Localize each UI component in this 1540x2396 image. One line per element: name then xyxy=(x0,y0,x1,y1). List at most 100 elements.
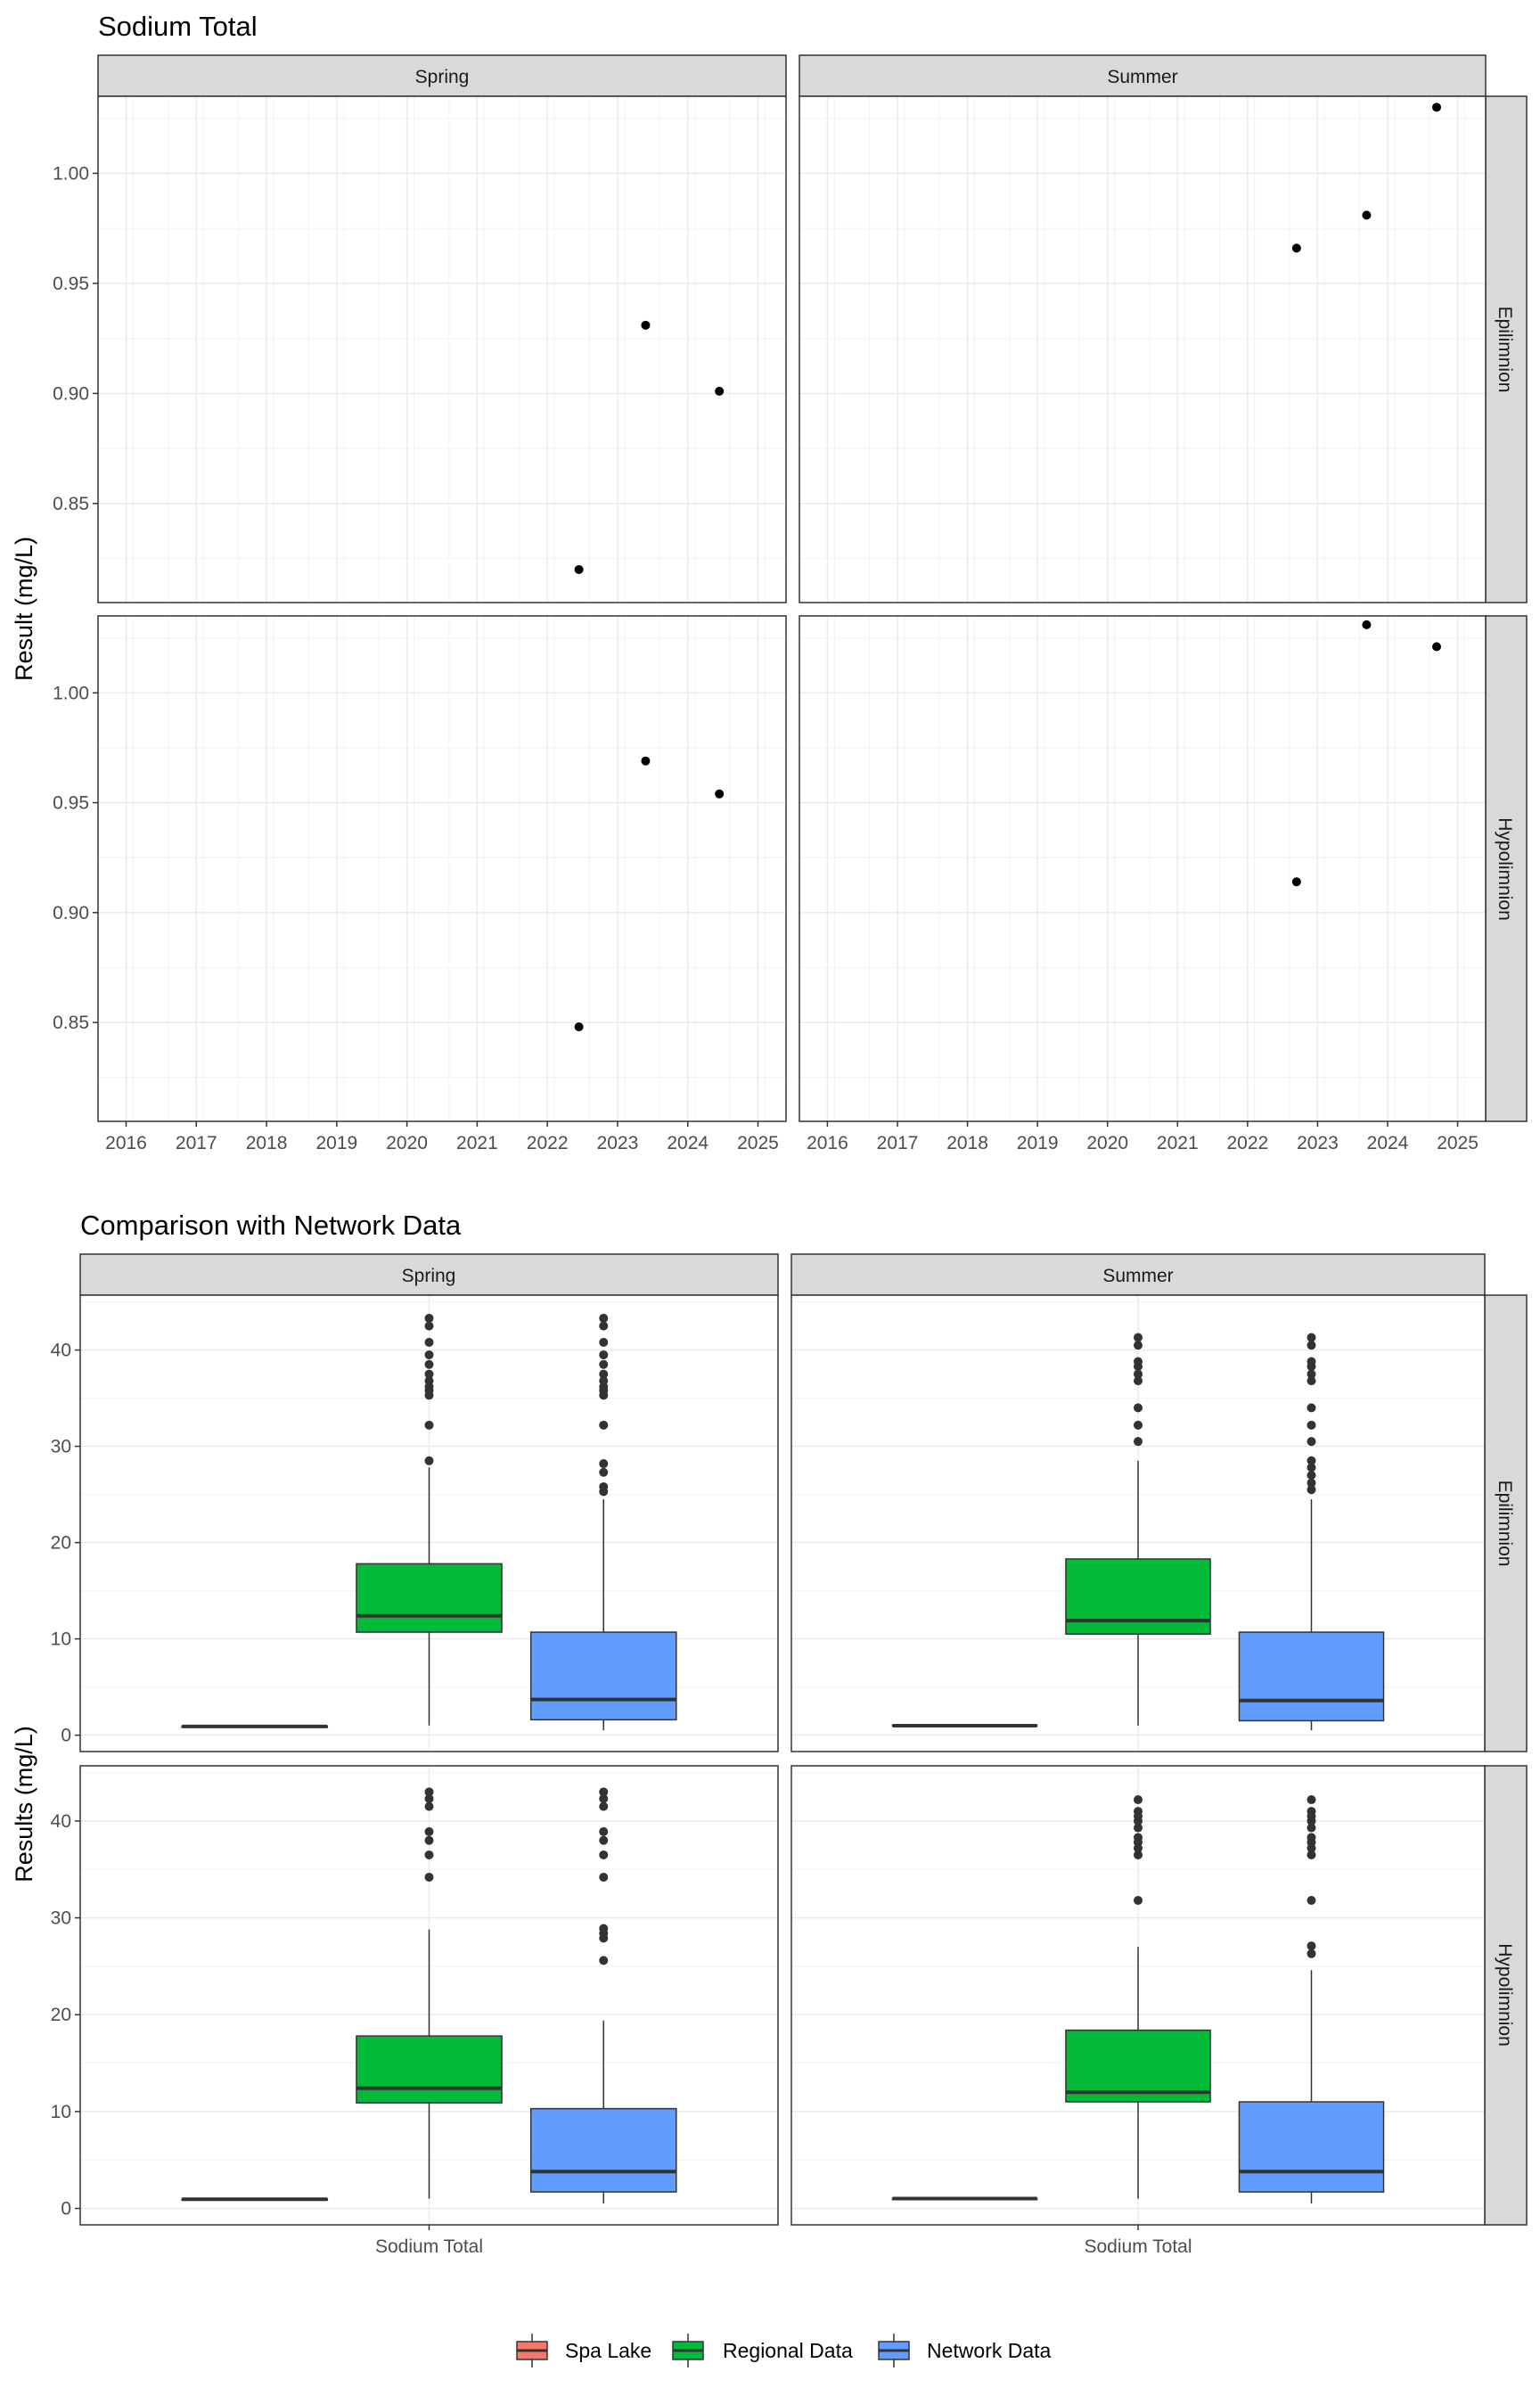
chart2-panel-spring-epilimnion xyxy=(79,1294,779,1752)
box-network-data xyxy=(529,1787,677,2204)
x-tick-label: 2024 xyxy=(1367,1133,1409,1153)
outlier-point xyxy=(424,1850,434,1859)
y-tick-label: 0.85 xyxy=(53,494,89,514)
outlier-point xyxy=(1134,1376,1143,1386)
data-point-summer-epilimnion xyxy=(1291,243,1301,253)
outlier-point xyxy=(599,1420,609,1430)
box-network-data xyxy=(1238,1795,1385,2204)
box-body xyxy=(356,1563,503,1633)
outlier-point xyxy=(599,1321,609,1331)
outlier-point xyxy=(1307,1420,1316,1430)
outlier-point xyxy=(424,1350,434,1359)
outlier-point xyxy=(424,1793,434,1803)
outlier-point xyxy=(599,1313,609,1323)
outlier-point xyxy=(1307,1470,1316,1480)
outlier-point xyxy=(1134,1823,1143,1833)
chart1-panel-spring-epilimnion xyxy=(97,95,787,603)
chart2-strip-epilimnion: Epilimnion xyxy=(1484,1294,1528,1752)
outlier-point xyxy=(424,1337,434,1347)
chart1-strip-spring-label: Spring xyxy=(415,67,470,87)
chart1-strip-summer-label: Summer xyxy=(1107,67,1177,87)
chart1-strip-summer: Summer xyxy=(799,54,1487,97)
chart2-strip-hypolimnion-label: Hypolimnion xyxy=(1495,1943,1515,2047)
x-tick-label: 2025 xyxy=(737,1133,779,1153)
panel-border xyxy=(97,95,787,603)
y-tick-label: 0.95 xyxy=(53,793,89,814)
y-tick-label: 0.95 xyxy=(53,274,89,294)
outlier-point xyxy=(1134,1850,1143,1859)
outlier-point xyxy=(424,1376,434,1386)
outlier-point xyxy=(1307,1833,1316,1842)
y-tick-label: 0 xyxy=(61,2199,71,2220)
data-point-spring-epilimnion xyxy=(641,320,651,330)
outlier-point xyxy=(1307,1463,1316,1473)
panel-background xyxy=(98,96,786,603)
outlier-point xyxy=(424,1835,434,1845)
outlier-point xyxy=(1307,1369,1316,1379)
legend-item-regional-data: Regional Data xyxy=(672,2334,853,2367)
box-body xyxy=(1238,2101,1385,2193)
outlier-point xyxy=(599,1337,609,1347)
x-tick-label: 2019 xyxy=(315,1133,357,1153)
chart2-strip-spring-label: Spring xyxy=(402,1266,456,1286)
x-tick-label: 2016 xyxy=(105,1133,147,1153)
chart2-strip-epilimnion-label: Epilimnion xyxy=(1495,1481,1515,1567)
x-tick-label: 2025 xyxy=(1437,1133,1479,1153)
outlier-point xyxy=(1134,1341,1143,1350)
chart-comparison-network: Comparison with Network Data Spring Summ… xyxy=(11,1210,1528,2367)
outlier-point xyxy=(1307,1941,1316,1951)
y-tick-label: 0.90 xyxy=(53,383,89,404)
box-body xyxy=(1065,2029,1211,2103)
box-body xyxy=(1065,1558,1211,1635)
y-tick-label: 40 xyxy=(51,1811,71,1832)
x-tick-label: 2019 xyxy=(1017,1133,1059,1153)
outlier-point xyxy=(424,1826,434,1836)
outlier-point xyxy=(599,1850,609,1859)
box-body xyxy=(356,2035,503,2104)
outlier-point xyxy=(1307,1456,1316,1465)
outlier-point xyxy=(599,1376,609,1386)
outlier-point xyxy=(1134,1369,1143,1379)
outlier-point xyxy=(1134,1403,1143,1413)
y-tick-label: 0 xyxy=(61,1726,71,1746)
x-tick-label: Sodium Total xyxy=(1084,2236,1192,2257)
chart1-strip-hypolimnion: Hypolimnion xyxy=(1485,615,1528,1122)
outlier-point xyxy=(1307,1949,1316,1958)
panel-border xyxy=(79,1294,779,1752)
outlier-point xyxy=(1307,1795,1316,1805)
legend-label-network-data: Network Data xyxy=(927,2339,1052,2362)
chart1-strip-spring: Spring xyxy=(97,54,787,97)
data-point-spring-hypolimnion xyxy=(574,1022,584,1031)
data-point-spring-epilimnion xyxy=(574,564,584,574)
chart2-strip-hypolimnion: Hypolimnion xyxy=(1484,1765,1528,2226)
outlier-point xyxy=(599,1793,609,1803)
y-tick-label: 20 xyxy=(51,1533,71,1554)
outlier-point xyxy=(1307,1485,1316,1495)
chart1-y-axis-title: Result (mg/L) xyxy=(11,537,37,681)
data-point-spring-hypolimnion xyxy=(641,756,651,766)
box-body xyxy=(1238,1631,1385,1722)
outlier-point xyxy=(1307,1437,1316,1447)
y-tick-label: 1.00 xyxy=(53,163,89,184)
outlier-point xyxy=(424,1313,434,1323)
box-regional-data xyxy=(1065,1795,1211,2199)
panel-border xyxy=(799,615,1487,1122)
chart1-axes: 0.85 0.90 0.95 1.00 0.85 0.90 0.95 1.00 2016 2017… xyxy=(53,163,1479,1153)
data-point-summer-hypolimnion xyxy=(1291,877,1301,887)
outlier-point xyxy=(1307,1807,1316,1817)
outlier-point xyxy=(599,1872,609,1882)
y-tick-label: 40 xyxy=(51,1341,71,1361)
x-tick-label: 2022 xyxy=(527,1133,569,1153)
x-tick-label: Sodium Total xyxy=(375,2236,483,2257)
outlier-point xyxy=(1134,1437,1143,1447)
outlier-point xyxy=(599,1467,609,1477)
x-tick-label: 2021 xyxy=(1157,1133,1199,1153)
outlier-point xyxy=(599,1924,609,1933)
chart1-title: Sodium Total xyxy=(98,11,258,42)
outlier-point xyxy=(424,1359,434,1369)
chart2-axes: 0 10 20 30 40 0 10 20 30 40 Sodium Total Sodium Tot… xyxy=(51,1341,1192,2257)
outlier-point xyxy=(1307,1376,1316,1386)
outlier-point xyxy=(424,1801,434,1811)
data-point-spring-hypolimnion xyxy=(715,789,725,799)
